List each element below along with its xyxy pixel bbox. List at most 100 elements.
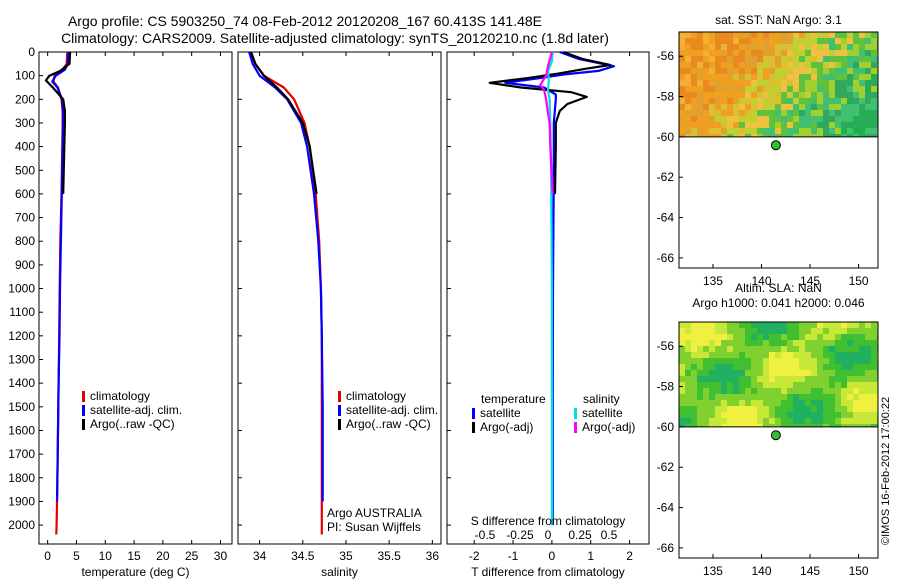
heat-cell bbox=[775, 394, 782, 401]
legend-swatch bbox=[82, 391, 85, 402]
heat-cell bbox=[751, 370, 758, 377]
heat-cell bbox=[763, 134, 770, 138]
heat-cell bbox=[799, 400, 806, 407]
heat-cell bbox=[799, 62, 806, 69]
heat-cell bbox=[769, 56, 776, 63]
heat-cell bbox=[817, 406, 824, 413]
heat-cell bbox=[841, 394, 848, 401]
heat-cell bbox=[727, 110, 734, 117]
heat-cell bbox=[859, 80, 866, 87]
heat-cell bbox=[787, 400, 794, 407]
x-tick-label: 25 bbox=[185, 549, 199, 563]
heat-cell bbox=[835, 424, 842, 428]
heat-cell bbox=[733, 406, 740, 413]
heat-cell bbox=[745, 62, 752, 69]
heat-cell bbox=[757, 424, 764, 428]
heat-cell bbox=[745, 334, 752, 341]
heat-cell bbox=[841, 110, 848, 117]
heat-cell bbox=[751, 98, 758, 105]
heat-cell bbox=[715, 122, 722, 129]
heat-cell bbox=[811, 370, 818, 377]
heat-cell bbox=[685, 80, 692, 87]
heat-cell bbox=[805, 370, 812, 377]
heat-cell bbox=[787, 328, 794, 335]
heat-cell bbox=[823, 322, 830, 329]
heat-cell bbox=[763, 122, 770, 129]
heat-cell bbox=[847, 352, 854, 359]
heat-cell bbox=[871, 128, 878, 135]
y-tick-label: 1600 bbox=[8, 423, 35, 437]
heat-cell bbox=[805, 364, 812, 371]
heat-cell bbox=[721, 364, 728, 371]
heat-cell bbox=[853, 56, 860, 63]
heat-cell bbox=[871, 44, 878, 51]
heat-cell bbox=[793, 128, 800, 135]
heat-cell bbox=[829, 406, 836, 413]
heat-cell bbox=[775, 370, 782, 377]
heat-cell bbox=[853, 358, 860, 365]
map-y-tick-label: -58 bbox=[657, 380, 675, 394]
heat-cell bbox=[787, 62, 794, 69]
heat-cell bbox=[757, 98, 764, 105]
heat-cell bbox=[721, 56, 728, 63]
heat-cell bbox=[691, 38, 698, 45]
heat-cell bbox=[841, 74, 848, 81]
map-y-tick-label: -64 bbox=[657, 211, 675, 225]
heat-cell bbox=[799, 80, 806, 87]
heat-cell bbox=[841, 406, 848, 413]
heat-cell bbox=[787, 334, 794, 341]
heat-cell bbox=[691, 104, 698, 111]
heat-cell bbox=[781, 346, 788, 353]
heat-cell bbox=[799, 122, 806, 129]
heat-cell bbox=[811, 388, 818, 395]
legend-swatch bbox=[574, 408, 577, 419]
heat-cell bbox=[805, 352, 812, 359]
heat-cell bbox=[697, 128, 704, 135]
heat-cell bbox=[733, 352, 740, 359]
heat-cell bbox=[769, 62, 776, 69]
heat-cell bbox=[757, 134, 764, 138]
heat-cell bbox=[679, 68, 686, 75]
heat-cell bbox=[721, 424, 728, 428]
heat-cell bbox=[727, 328, 734, 335]
heat-cell bbox=[769, 86, 776, 93]
heat-cell bbox=[679, 334, 686, 341]
heat-cell bbox=[697, 322, 704, 329]
heat-cell bbox=[763, 358, 770, 365]
heat-cell bbox=[763, 104, 770, 111]
heat-cell bbox=[703, 400, 710, 407]
heat-cell bbox=[823, 80, 830, 87]
heat-cell bbox=[715, 346, 722, 353]
heat-cell bbox=[691, 74, 698, 81]
heat-cell bbox=[685, 116, 692, 123]
heat-cell bbox=[847, 86, 854, 93]
heat-cell bbox=[721, 104, 728, 111]
heat-cell bbox=[847, 406, 854, 413]
heat-cell bbox=[847, 62, 854, 69]
heat-cell bbox=[745, 110, 752, 117]
heat-cell bbox=[865, 340, 872, 347]
heat-cell bbox=[709, 394, 716, 401]
legend-swatch bbox=[472, 422, 475, 433]
heat-cell bbox=[691, 400, 698, 407]
heat-cell bbox=[865, 358, 872, 365]
s-tick-label: 0.25 bbox=[568, 528, 592, 542]
heat-cell bbox=[859, 406, 866, 413]
heat-cell bbox=[709, 92, 716, 99]
heat-cell bbox=[691, 382, 698, 389]
heat-cell bbox=[757, 400, 764, 407]
heat-cell bbox=[781, 62, 788, 69]
heat-cell bbox=[709, 62, 716, 69]
heat-cell bbox=[721, 340, 728, 347]
heat-cell bbox=[703, 56, 710, 63]
heat-cell bbox=[709, 418, 716, 425]
heat-cell bbox=[811, 400, 818, 407]
heat-cell bbox=[751, 394, 758, 401]
heat-cell bbox=[721, 400, 728, 407]
heat-cell bbox=[817, 74, 824, 81]
heat-cell bbox=[817, 322, 824, 329]
heat-cell bbox=[793, 104, 800, 111]
heat-cell bbox=[727, 382, 734, 389]
legend-swatch bbox=[82, 419, 85, 430]
heat-cell bbox=[769, 134, 776, 138]
